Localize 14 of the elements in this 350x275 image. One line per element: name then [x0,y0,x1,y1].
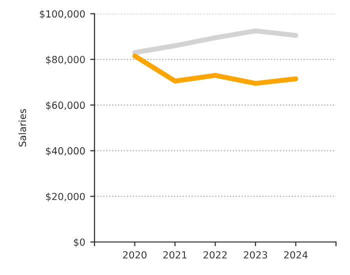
x-tick-label: 2023 [244,251,268,259]
y-tick-label: $80,000 [46,56,85,65]
x-tick-label: 2020 [123,251,146,259]
x-tick-label: 2024 [284,251,308,259]
y-tick-label: $0 [74,238,85,248]
line-series [132,54,298,86]
x-tick-label: 2021 [163,251,186,259]
y-tick-label: $100,000 [40,10,85,19]
line-series [132,28,298,55]
y-axis-title: Salaries [18,109,26,146]
y-tick-label: $60,000 [46,101,85,110]
y-tick-label: $40,000 [46,147,85,156]
x-tick-label: 2022 [204,251,227,259]
y-tick-label: $20,000 [46,192,85,202]
